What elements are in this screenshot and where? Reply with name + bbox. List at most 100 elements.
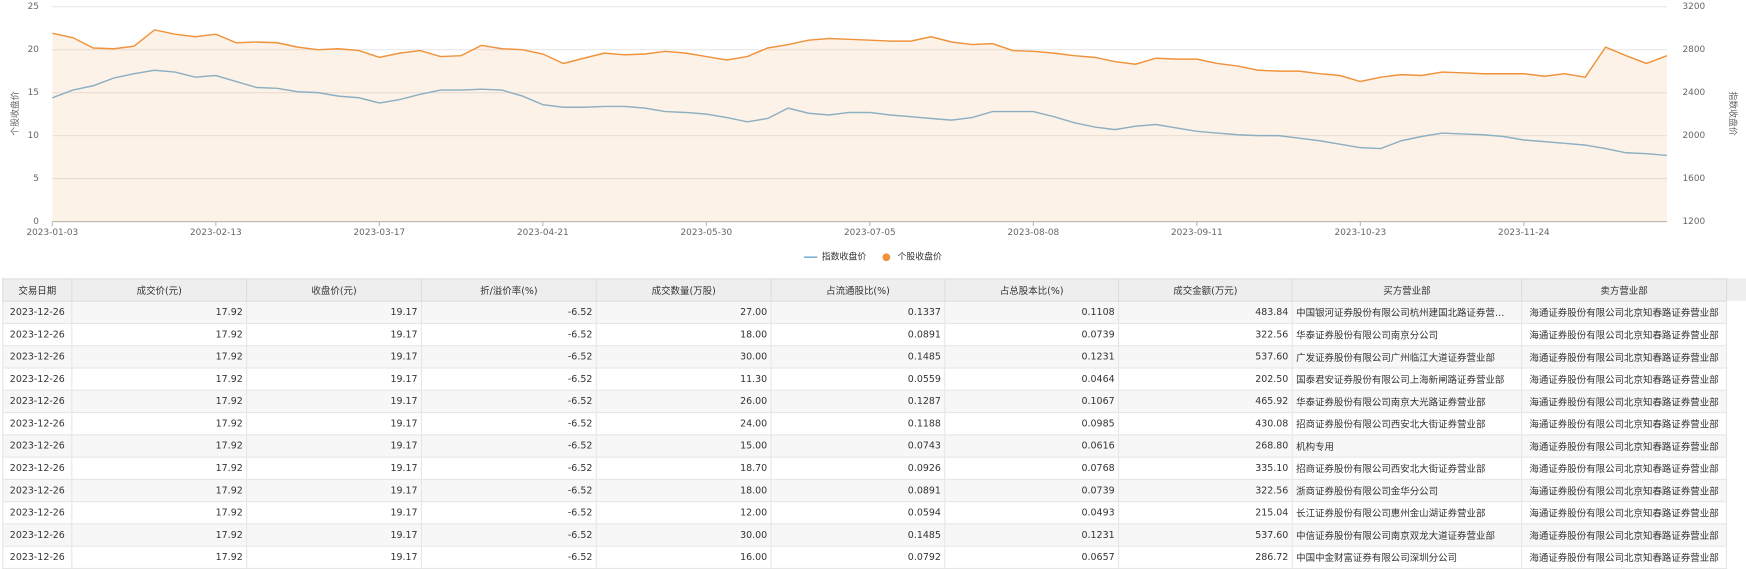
y-tick-label: 0 [33, 217, 39, 227]
table-cell: 0.1485 [770, 345, 946, 369]
table-cell: 15.00 [595, 434, 772, 458]
table-cell: 华泰证券股份有限公司南京大光路证券营业部 [1291, 389, 1523, 414]
table-row: 2023-12-26 17.92 19.17 -6.52 26.00 0.1287 0.10… [2, 389, 1728, 414]
table-cell: 0.1337 [770, 300, 946, 325]
table-cell: 11.30 [595, 367, 772, 391]
table-cell: 17.92 [71, 389, 248, 414]
table-cell: 海通证券股份有限公司北京知春路证券营业部 [1521, 367, 1728, 391]
table-cell: 0.0891 [770, 322, 946, 347]
y2-tick-label: 1200 [1683, 217, 1706, 227]
table-cell: 海通证券股份有限公司北京知春路证券营业部 [1521, 545, 1728, 569]
table-cell: 0.0739 [944, 322, 1120, 347]
x-tick-label: 2023-03-17 [354, 228, 406, 238]
y2-tick-label: 2000 [1683, 131, 1706, 141]
table-cell: 430.08 [1117, 412, 1293, 436]
table-cell: 27.00 [595, 300, 772, 325]
table-cell: 17.92 [71, 456, 248, 480]
table-cell: 30.00 [595, 523, 772, 547]
table-cell: 17.92 [71, 322, 248, 347]
table-cell: 0.1231 [944, 523, 1120, 547]
table-cell: 2023-12-26 [2, 478, 73, 503]
table-cell: 0.0792 [770, 545, 946, 569]
table-row: 2023-12-26 17.92 19.17 -6.52 18.00 0.0891 0.07… [2, 478, 1728, 503]
table-cell: 17.92 [71, 434, 248, 458]
table-cell: 18.00 [595, 322, 772, 347]
table-cell: 2023-12-26 [2, 412, 73, 436]
table-cell: 0.0559 [770, 367, 946, 391]
table-cell: 0.1188 [770, 412, 946, 436]
table-cell: -6.52 [420, 345, 597, 369]
table-cell: 17.92 [71, 412, 248, 436]
table-cell: 海通证券股份有限公司北京知春路证券营业部 [1521, 389, 1728, 414]
table-row: 2023-12-26 17.92 19.17 -6.52 24.00 0.1188 0.09… [2, 412, 1728, 436]
table-cell: 中国中金财富证券有限公司深圳分公司 [1291, 545, 1523, 569]
table-cell: 18.00 [595, 478, 772, 503]
column-header: 卖方营业部 [1521, 278, 1728, 302]
table-row: 2023-12-26 17.92 19.17 -6.52 15.00 0.0743 0.06… [2, 434, 1728, 458]
table-cell: 浙商证券股份有限公司金华分公司 [1291, 478, 1523, 503]
table-cell: 0.0739 [944, 478, 1120, 503]
table-cell: 19.17 [246, 300, 423, 325]
table-cell: 华泰证券股份有限公司南京分公司 [1291, 322, 1523, 347]
table-cell: -6.52 [420, 501, 597, 525]
table-cell: 24.00 [595, 412, 772, 436]
table-cell: 0.0768 [944, 456, 1120, 480]
table-cell: 招商证券股份有限公司西安北大街证券营业部 [1291, 412, 1523, 436]
table-cell: 机构专用 [1291, 434, 1523, 458]
table-cell: 19.17 [246, 478, 423, 503]
table-cell: 2023-12-26 [2, 523, 73, 547]
y2-tick-label: 3200 [1683, 2, 1706, 12]
table-cell: 0.0891 [770, 478, 946, 503]
table-cell: 2023-12-26 [2, 456, 73, 480]
table-cell: 19.17 [246, 345, 423, 369]
table-cell: 2023-12-26 [2, 545, 73, 569]
x-tick-label: 2023-09-11 [1171, 228, 1223, 238]
area [52, 29, 1667, 222]
column-header: 成交价(元) [71, 278, 248, 302]
table-cell: 17.92 [71, 300, 248, 325]
table-cell: 17.92 [71, 478, 248, 503]
table-cell: 2023-12-26 [2, 501, 73, 525]
table-cell: 19.17 [246, 412, 423, 436]
table-cell: 0.0657 [944, 545, 1120, 569]
table-cell: 215.04 [1117, 501, 1293, 525]
table-cell: 2023-12-26 [2, 322, 73, 347]
y-tick-label: 10 [28, 131, 40, 141]
table-cell: 19.17 [246, 389, 423, 414]
legend-label: 个股收盘价 [897, 251, 942, 263]
table-row: 2023-12-26 17.92 19.17 -6.52 30.00 0.1485 0.12… [2, 523, 1728, 547]
y-tick-label: 5 [33, 174, 39, 184]
table-row: 2023-12-26 17.92 19.17 -6.52 30.00 0.1485 0.12… [2, 345, 1728, 369]
table-cell: 中国银河证券股份有限公司杭州建国北路证券营… [1291, 300, 1523, 325]
y-axis-label: 个股收盘价 [9, 91, 21, 136]
table-cell: 国泰君安证券股份有限公司上海新闸路证券营业部 [1291, 367, 1523, 391]
x-tick-label: 2023-10-23 [1335, 228, 1387, 238]
table-cell: 26.00 [595, 389, 772, 414]
table-cell: -6.52 [420, 456, 597, 480]
table-cell: 0.1485 [770, 523, 946, 547]
table-cell: 16.00 [595, 545, 772, 569]
line [52, 29, 1668, 83]
table-cell: 17.92 [71, 545, 248, 569]
table-cell: 0.0985 [944, 412, 1120, 436]
block-trade-table: 交易日期 成交价(元) 收盘价(元) 折/溢价率(%) 成交数量(万股) 占流通股比(%)… [2, 278, 1728, 569]
y-tick-label: 20 [28, 45, 40, 55]
table-row: 2023-12-26 17.92 19.17 -6.52 11.30 0.0559 0.04… [2, 367, 1728, 391]
table-row: 2023-12-26 17.92 19.17 -6.52 16.00 0.0792 0.06… [2, 545, 1728, 569]
table-cell: 465.92 [1117, 389, 1293, 414]
table-cell: 0.0464 [944, 367, 1120, 391]
column-header: 占流通股比(%) [770, 278, 946, 302]
x-tick-label: 2023-01-03 [26, 228, 78, 238]
table-cell: 海通证券股份有限公司北京知春路证券营业部 [1521, 322, 1728, 347]
y-tick-label: 15 [28, 88, 39, 98]
table-cell: 长江证券股份有限公司惠州金山湖证券营业部 [1291, 501, 1523, 525]
table-cell: -6.52 [420, 300, 597, 325]
table-cell: 17.92 [71, 345, 248, 369]
table-cell: 12.00 [595, 501, 772, 525]
table-cell: 海通证券股份有限公司北京知春路证券营业部 [1521, 434, 1728, 458]
table-cell: 2023-12-26 [2, 300, 73, 325]
line [52, 69, 1668, 157]
table-cell: 海通证券股份有限公司北京知春路证券营业部 [1521, 523, 1728, 547]
table-cell: -6.52 [420, 545, 597, 569]
